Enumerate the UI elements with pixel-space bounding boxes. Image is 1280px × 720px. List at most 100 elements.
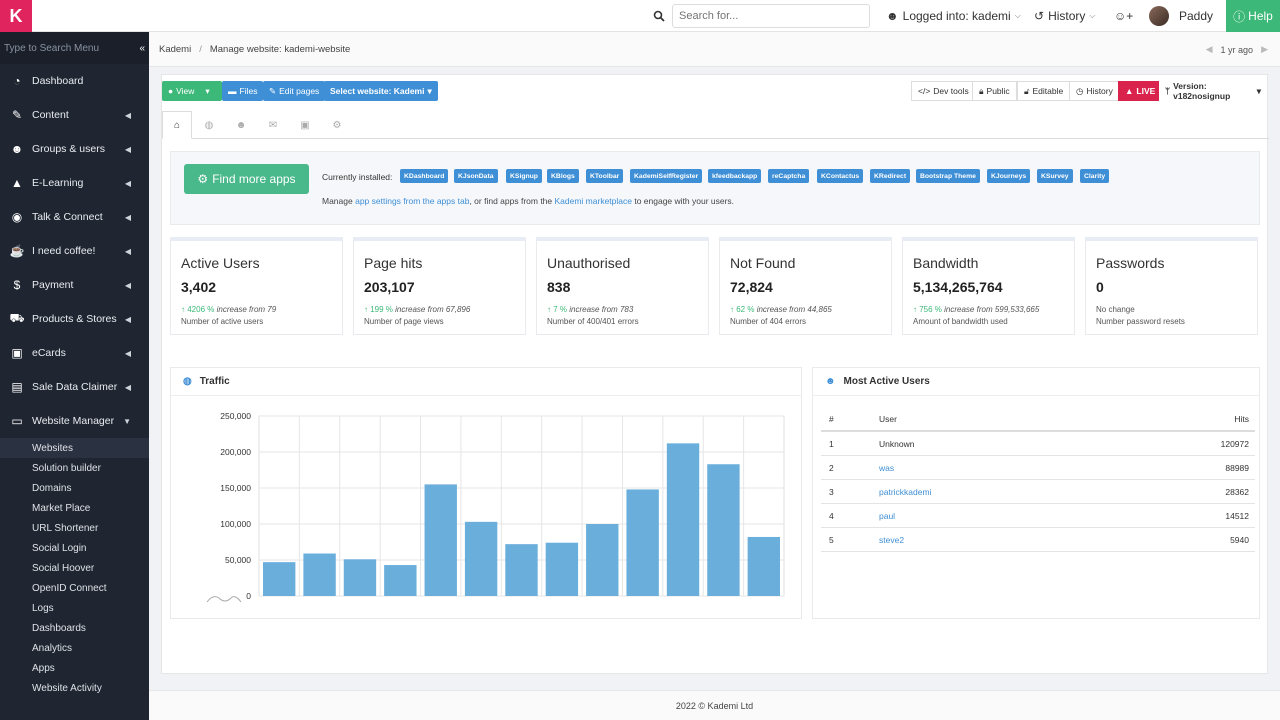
version-dropdown[interactable]: ᛘ Version: v182nosignup ▾: [1159, 81, 1267, 101]
app-tag[interactable]: KDashboard: [400, 169, 449, 183]
sidebar-item[interactable]: ▲ E-Learning ◀: [0, 166, 149, 200]
back-icon[interactable]: ◀: [1205, 44, 1213, 54]
bar[interactable]: [707, 464, 740, 596]
sidebar-subitem[interactable]: URL Shortener: [32, 522, 99, 534]
sidebar-subitem[interactable]: Website Activity: [32, 682, 102, 694]
bar[interactable]: [263, 562, 296, 596]
select-website-dropdown[interactable]: Select website: Kademi ▾: [324, 81, 438, 101]
user-menu[interactable]: Paddy: [1149, 0, 1213, 32]
find-more-apps-button[interactable]: ⚙ Find more apps: [184, 164, 309, 194]
app-tag[interactable]: reCaptcha: [768, 169, 810, 183]
app-tag[interactable]: KSurvey: [1037, 169, 1073, 183]
hits-value: 5940: [1230, 534, 1249, 545]
breadcrumb-root[interactable]: Kademi: [159, 43, 192, 55]
bar[interactable]: [384, 565, 417, 596]
view-button[interactable]: ● View ▾: [162, 81, 222, 101]
sidebar-item[interactable]: ✎ Content ◀: [0, 98, 149, 132]
breadcrumb-tools: ◀ 1 yr ago ▶: [1206, 32, 1268, 67]
app-tag[interactable]: KademiSelfRegister: [630, 169, 703, 183]
tab-mail[interactable]: ✉: [258, 111, 288, 139]
app-tag[interactable]: KJourneys: [987, 169, 1031, 183]
tab-home[interactable]: ⌂: [162, 111, 192, 139]
sidebar-item[interactable]: ▣ eCards ◀: [0, 336, 149, 370]
app-tag[interactable]: kfeedbackapp: [708, 169, 762, 183]
sidebar-subitem[interactable]: OpenID Connect: [32, 582, 107, 594]
app-tag[interactable]: Bootstrap Theme: [916, 169, 980, 183]
sidebar-item[interactable]: ⛟ Products & Stores ◀: [0, 302, 149, 336]
tab-security[interactable]: ▣: [290, 111, 320, 139]
search-icon[interactable]: [646, 4, 672, 28]
sidebar-subitem[interactable]: Apps: [32, 662, 55, 674]
sidebar-subitem[interactable]: Social Hoover: [32, 562, 95, 574]
bar[interactable]: [747, 536, 780, 596]
sidebar-subitem[interactable]: Websites: [0, 438, 149, 458]
sidebar-subitem[interactable]: Market Place: [32, 502, 91, 514]
global-search-input[interactable]: [672, 4, 870, 28]
bar[interactable]: [424, 484, 457, 596]
user-link[interactable]: paul: [879, 510, 896, 521]
sidebar-item[interactable]: ☕ I need coffee! ◀: [0, 234, 149, 268]
tab-users[interactable]: ☻: [226, 111, 256, 139]
kademi-logo[interactable]: K: [0, 0, 32, 32]
sidebar-subitem[interactable]: Domains: [32, 482, 72, 494]
tab-globe[interactable]: ◍: [194, 111, 224, 139]
bar[interactable]: [586, 524, 619, 596]
bar[interactable]: [464, 521, 498, 596]
bar[interactable]: [666, 443, 700, 596]
app-settings-link[interactable]: app settings from the apps tab: [355, 196, 470, 206]
public-button[interactable]: 🔒︎ Public: [972, 81, 1017, 101]
marketplace-link[interactable]: Kademi marketplace: [554, 196, 632, 206]
edit-pages-button[interactable]: ✎ Edit pages: [263, 81, 326, 101]
live-badge[interactable]: ▲ LIVE: [1118, 81, 1163, 101]
sidebar-subitem[interactable]: Social Login: [32, 542, 87, 554]
stat-value: 5,134,265,764: [913, 279, 1003, 295]
sidebar-item-label: Talk & Connect: [32, 211, 103, 223]
time-selector[interactable]: 1 yr ago: [1220, 44, 1254, 55]
app-tag[interactable]: KContactus: [817, 169, 864, 183]
files-button[interactable]: ▬ Files: [222, 81, 264, 101]
sidebar-subitem[interactable]: Analytics: [32, 642, 73, 654]
bar[interactable]: [626, 489, 659, 596]
sidebar-subitem[interactable]: Dashboards: [32, 622, 86, 634]
logged-in-menu[interactable]: ☻ Logged into: kademi ⌵: [886, 0, 1021, 32]
bar[interactable]: [505, 544, 538, 596]
app-tag[interactable]: KRedirect: [870, 169, 911, 183]
forward-icon[interactable]: ▶: [1261, 44, 1268, 54]
app-tag[interactable]: KBlogs: [547, 169, 579, 183]
sidebar-subitem[interactable]: Solution builder: [32, 462, 101, 474]
tab-settings[interactable]: ⚙: [322, 111, 352, 139]
bar[interactable]: [343, 559, 377, 596]
add-user-button[interactable]: ☺+: [1114, 0, 1133, 32]
stat-change-text: increase from 67,896: [392, 305, 471, 314]
app-tag[interactable]: KSignup: [506, 169, 542, 183]
user-link[interactable]: was: [879, 462, 895, 473]
installed-apps-box: ⚙ Find more apps Currently installed: KD…: [170, 151, 1260, 225]
bar[interactable]: [545, 542, 579, 596]
sidebar-item[interactable]: ☻ Groups & users ◀: [0, 132, 149, 166]
sidebar-item[interactable]: ◉ Talk & Connect ◀: [0, 200, 149, 234]
app-tag[interactable]: KJsonData: [454, 169, 498, 183]
bar[interactable]: [303, 553, 336, 596]
help-button[interactable]: ⓘ Help: [1226, 0, 1280, 32]
sidebar-item[interactable]: ▤ Sale Data Claimer ◀: [0, 370, 149, 404]
menu-search[interactable]: Type to Search Menu «: [0, 32, 149, 64]
sidebar-item-label: E-Learning: [32, 177, 84, 189]
sidebar-subitem[interactable]: Logs: [32, 602, 54, 614]
app-tag[interactable]: KToolbar: [586, 169, 624, 183]
history-button[interactable]: ◷ History: [1069, 81, 1120, 101]
stat-value: 838: [547, 279, 571, 295]
user-link[interactable]: steve2: [879, 534, 905, 545]
history-menu[interactable]: ↺ History ⌵: [1034, 0, 1095, 32]
sidebar-item[interactable]: $ Payment ◀: [0, 268, 149, 302]
editable-button[interactable]: 🔓︎ Editable: [1017, 81, 1071, 101]
collapse-icon[interactable]: «: [139, 42, 145, 54]
breadcrumb: Kademi / Manage website: kademi-website …: [149, 32, 1280, 67]
stat-card: Unauthorised 838 ↑ 7 % increase from 783…: [536, 237, 709, 335]
dev-tools-button[interactable]: </> Dev tools: [911, 81, 976, 101]
user-link[interactable]: patrickkademi: [879, 486, 932, 497]
app-tag[interactable]: Clarity: [1080, 169, 1110, 183]
sidebar-item[interactable]: ◔ Dashboard: [0, 64, 149, 98]
public-label: Public: [986, 86, 1010, 96]
website-manager-submenu: Websites Solution builder Domains Market Pl…: [0, 438, 149, 698]
sidebar-item[interactable]: ▭ Website Manager ▼: [0, 404, 149, 438]
